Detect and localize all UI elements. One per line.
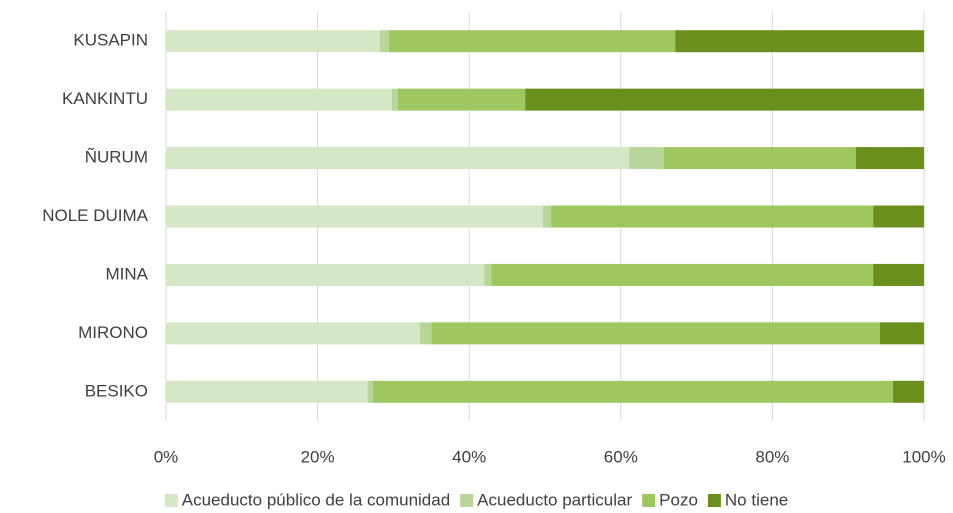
bar-segment <box>855 147 924 170</box>
bar-segment <box>397 88 526 111</box>
bar-segment <box>391 88 398 111</box>
legend-swatch <box>707 494 721 507</box>
bar-segment <box>551 205 874 228</box>
x-tick-label: 60% <box>604 447 638 466</box>
y-tick-label: NOLE DUIMA <box>42 206 148 225</box>
y-tick-label: BESIKO <box>85 381 148 400</box>
bar-segment <box>166 205 543 228</box>
y-tick-label: MIRONO <box>78 323 148 342</box>
bar-segment <box>166 322 420 345</box>
legend-swatch <box>460 494 474 507</box>
y-tick-label: KUSAPIN <box>73 31 148 50</box>
legend-label: Acueducto público de la comunidad <box>182 490 450 509</box>
bar-segment <box>664 147 856 170</box>
bar-segment <box>542 205 552 228</box>
bar-segment <box>367 380 373 403</box>
legend-swatch <box>642 494 656 507</box>
x-tick-label: 80% <box>755 447 789 466</box>
bar-segment <box>892 380 924 403</box>
bar-segment <box>166 147 630 170</box>
bar-segment <box>675 30 924 53</box>
bar-segment <box>166 380 368 403</box>
bar-segment <box>166 88 392 111</box>
y-tick-label: MINA <box>106 264 149 283</box>
x-tick-label: 100% <box>902 447 945 466</box>
bar-segment <box>525 88 924 111</box>
legend-label: No tiene <box>725 490 788 509</box>
legend-label: Acueducto particular <box>477 490 632 509</box>
x-tick-label: 20% <box>301 447 335 466</box>
bar-segment <box>873 263 924 286</box>
bar-segment <box>372 380 893 403</box>
bar-segment <box>166 263 485 286</box>
legend-label: Pozo <box>659 490 698 509</box>
x-tick-label: 0% <box>154 447 179 466</box>
bar-segment <box>484 263 492 286</box>
y-tick-label: ÑURUM <box>85 148 148 167</box>
bar-segment <box>880 322 924 345</box>
bar-segment <box>629 147 665 170</box>
bar-segment <box>873 205 924 228</box>
bar-segment <box>379 30 389 53</box>
bar-segment <box>388 30 676 53</box>
bar-segment <box>491 263 874 286</box>
y-tick-label: KANKINTU <box>62 89 148 108</box>
bar-segment <box>419 322 432 345</box>
bar-segment <box>166 30 380 53</box>
bar-segment <box>431 322 881 345</box>
legend-swatch <box>164 494 178 507</box>
x-tick-label: 40% <box>452 447 486 466</box>
